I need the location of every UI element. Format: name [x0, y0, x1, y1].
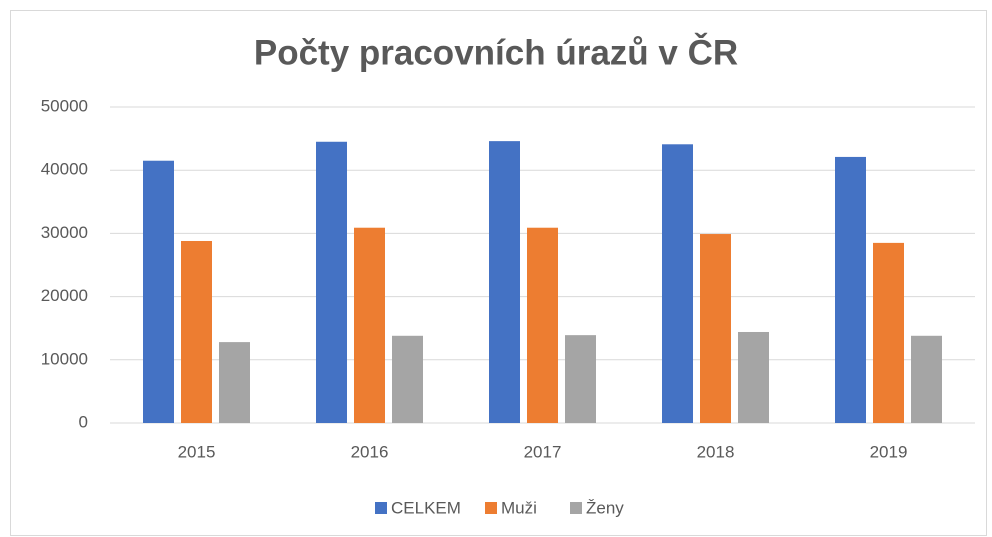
bar: [911, 335, 942, 423]
bar: [873, 242, 904, 423]
bar: [219, 342, 250, 423]
bar: [489, 141, 520, 424]
x-tick-label: 2019: [870, 442, 908, 461]
legend-label: Muži: [501, 498, 537, 517]
bar: [700, 234, 731, 423]
y-tick-label: 30000: [41, 223, 88, 242]
x-tick-label: 2018: [697, 442, 735, 461]
bar: [565, 335, 596, 423]
bar: [527, 227, 558, 423]
y-tick-label: 0: [79, 412, 88, 431]
bar: [738, 331, 769, 423]
legend-swatch: [570, 502, 582, 514]
legend-swatch: [375, 502, 387, 514]
chart-title: Počty pracovních úrazů v ČR: [254, 32, 738, 72]
legend-swatch: [485, 502, 497, 514]
bar: [662, 144, 693, 423]
bar: [392, 335, 423, 423]
bar: [316, 141, 347, 423]
legend-label: CELKEM: [391, 498, 461, 517]
bar: [354, 227, 385, 423]
y-tick-label: 50000: [41, 96, 88, 115]
y-tick-label: 10000: [41, 349, 88, 368]
legend-label: Ženy: [586, 498, 624, 517]
bar: [835, 156, 866, 424]
x-tick-label: 2016: [351, 442, 389, 461]
bar: [143, 160, 174, 423]
y-tick-label: 40000: [41, 160, 88, 179]
y-tick-label: 20000: [41, 286, 88, 305]
bar: [181, 240, 212, 423]
x-tick-label: 2015: [178, 442, 216, 461]
x-tick-label: 2017: [524, 442, 562, 461]
